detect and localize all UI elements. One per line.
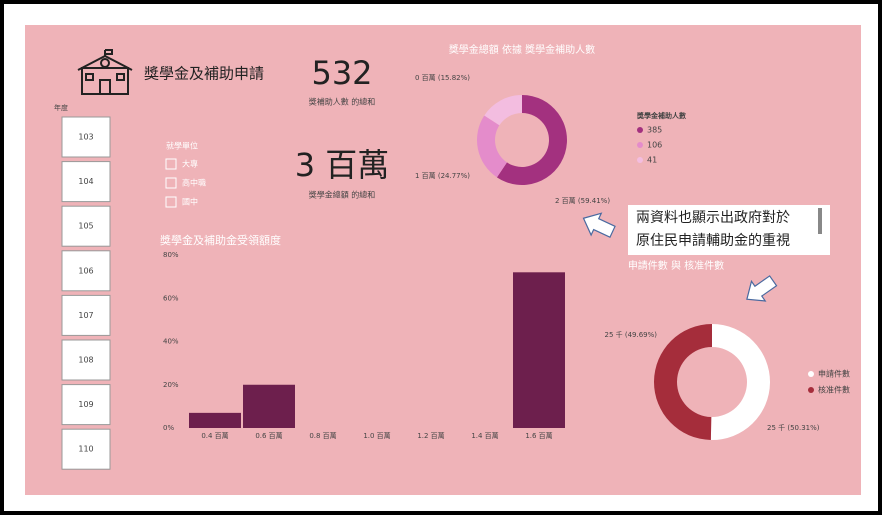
y-tick-label: 0% bbox=[163, 424, 174, 432]
bar bbox=[513, 272, 565, 428]
slicer-item[interactable] bbox=[61, 250, 111, 292]
kpi-label: 獎學金總額 的總和 bbox=[309, 190, 376, 200]
kpi-label: 獎補助人數 的總和 bbox=[309, 97, 376, 107]
slicer-item-label: 109 bbox=[78, 400, 93, 409]
data-label: 0 百萬 (15.82%) bbox=[415, 73, 470, 82]
slicer-item-label: 110 bbox=[78, 445, 93, 454]
arrow bbox=[746, 275, 778, 302]
callout-text: 兩資料也顯示出政府對於 bbox=[636, 210, 790, 226]
x-tick-label: 1.6 百萬 bbox=[525, 431, 552, 440]
legend-label: 106 bbox=[647, 141, 662, 150]
legend-label: 41 bbox=[647, 156, 657, 165]
data-label: 25 千 (49.69%) bbox=[604, 330, 657, 339]
slicer-item-label: 105 bbox=[78, 222, 93, 231]
school-icon bbox=[77, 49, 133, 95]
slicer-item[interactable] bbox=[61, 339, 111, 381]
y-tick-label: 60% bbox=[163, 294, 179, 302]
callout-text: 原住民申請輔助金的重視 bbox=[636, 233, 790, 249]
x-tick-label: 0.6 百萬 bbox=[255, 431, 282, 440]
legend-marker bbox=[808, 387, 814, 393]
slicer-item[interactable] bbox=[61, 116, 111, 158]
kpi-value: 532 bbox=[311, 54, 372, 92]
data-label: 1 百萬 (24.77%) bbox=[415, 171, 470, 180]
slicer-item[interactable] bbox=[61, 428, 111, 470]
donut-slice bbox=[484, 95, 522, 126]
slicer-item-label: 107 bbox=[78, 311, 93, 320]
legend-marker bbox=[637, 127, 643, 133]
kpi-value: 3 百萬 bbox=[295, 146, 390, 184]
slicer-item-label: 106 bbox=[78, 266, 93, 275]
legend-label: 385 bbox=[647, 126, 662, 135]
y-tick-label: 80% bbox=[163, 251, 179, 259]
x-tick-label: 1.4 百萬 bbox=[471, 431, 498, 440]
x-tick-label: 0.8 百萬 bbox=[309, 431, 336, 440]
slicer-item[interactable] bbox=[61, 384, 111, 426]
x-tick-label: 1.0 百萬 bbox=[363, 431, 390, 440]
chart-title: 獎學金總額 依據 獎學金補助人數 bbox=[449, 43, 595, 56]
legend-marker bbox=[637, 157, 643, 163]
data-label: 2 百萬 (59.41%) bbox=[555, 196, 610, 205]
slicer-item[interactable] bbox=[61, 205, 111, 247]
y-tick-label: 20% bbox=[163, 381, 179, 389]
donut-slice bbox=[710, 324, 771, 440]
arrow bbox=[582, 212, 616, 238]
bar bbox=[189, 412, 241, 428]
donut-slice bbox=[654, 324, 712, 440]
checkbox[interactable] bbox=[165, 158, 177, 170]
chart-title: 獎學金及補助金受領額度 bbox=[160, 233, 281, 247]
slicer-item[interactable] bbox=[61, 294, 111, 336]
bar bbox=[243, 384, 295, 428]
checkbox-label: 高中職 bbox=[182, 178, 206, 188]
donut-slice bbox=[476, 115, 507, 178]
donut-slice bbox=[496, 95, 567, 185]
x-tick-label: 1.2 百萬 bbox=[417, 431, 444, 440]
chart-title: 申請件數 與 核准件數 bbox=[628, 259, 724, 272]
slicer-item-label: 108 bbox=[78, 356, 93, 365]
slicer-title: 年度 bbox=[54, 103, 68, 112]
legend-label: 申請件數 bbox=[818, 369, 850, 379]
checkbox[interactable] bbox=[165, 177, 177, 189]
slicer-title: 就學單位 bbox=[166, 141, 198, 151]
checkbox-label: 大專 bbox=[182, 159, 198, 169]
slicer-item-label: 104 bbox=[78, 177, 93, 186]
callout bbox=[628, 205, 830, 255]
legend-title: 獎學金補助人數 bbox=[636, 111, 686, 120]
slicer-item-label: 103 bbox=[78, 133, 93, 142]
checkbox[interactable] bbox=[165, 196, 177, 208]
legend-marker bbox=[808, 371, 814, 377]
x-tick-label: 0.4 百萬 bbox=[201, 431, 228, 440]
legend-marker bbox=[637, 142, 643, 148]
y-tick-label: 40% bbox=[163, 338, 179, 346]
scrollbar bbox=[818, 208, 822, 234]
header-title: 獎學金及補助申請 bbox=[144, 65, 264, 83]
data-label: 25 千 (50.31%) bbox=[767, 423, 820, 432]
legend-label: 核准件數 bbox=[818, 385, 850, 395]
checkbox-label: 國中 bbox=[182, 197, 198, 207]
slicer-item[interactable] bbox=[61, 161, 111, 203]
